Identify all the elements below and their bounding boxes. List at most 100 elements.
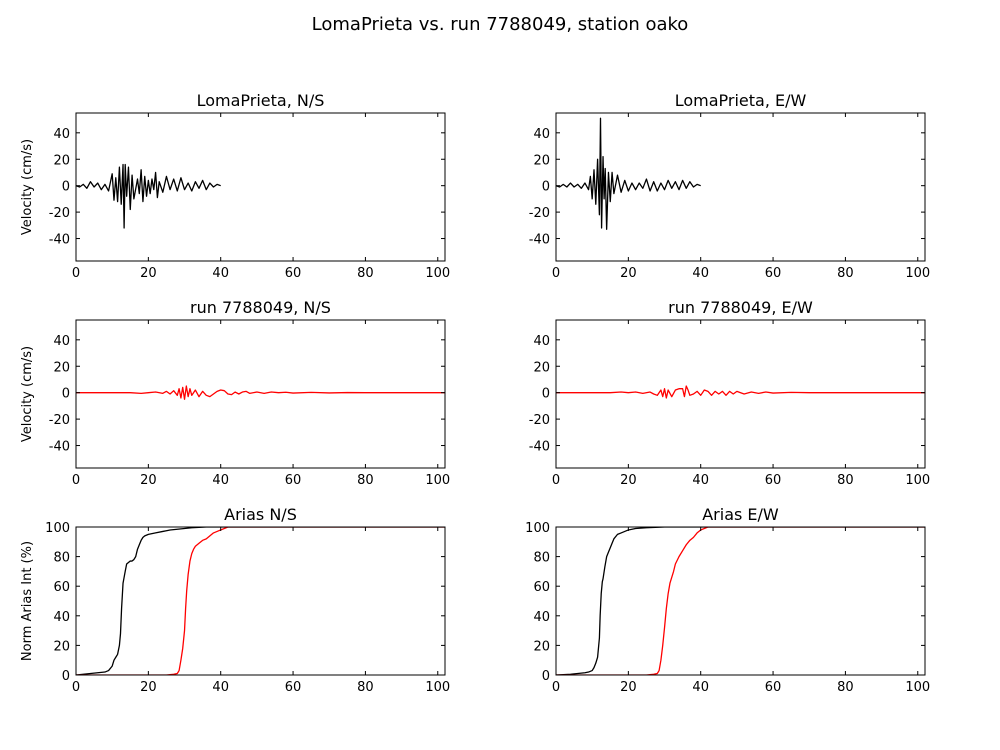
axes-frame (555, 319, 926, 469)
figure-title: LomaPrieta vs. run 7788049, station oako (312, 14, 689, 35)
y-tick-label: 0 (62, 387, 70, 402)
y-tick-label: 60 (53, 580, 70, 595)
y-tick-label: 20 (533, 360, 550, 375)
axes-frame (75, 526, 446, 676)
y-axis-label: Velocity (cm/s) (20, 139, 35, 235)
x-tick-label: 80 (357, 473, 374, 488)
x-tick-label: 20 (140, 266, 157, 281)
x-tick-label: 80 (357, 266, 374, 281)
y-tick-label: -40 (529, 440, 550, 455)
y-tick-label: 0 (542, 387, 550, 402)
y-tick-label: -20 (49, 413, 70, 428)
y-tick-label: 0 (542, 669, 550, 684)
series-line-arias-ns-1 (76, 527, 445, 675)
x-tick-label: 20 (140, 473, 157, 488)
x-tick-label: 0 (552, 680, 560, 695)
x-tick-label: 80 (837, 680, 854, 695)
x-tick-label: 100 (425, 680, 450, 695)
series-line-lp-ew-0 (556, 117, 701, 230)
x-tick-label: 40 (692, 680, 709, 695)
x-tick-label: 40 (212, 473, 229, 488)
y-tick-label: 40 (53, 334, 70, 349)
x-tick-label: 20 (620, 473, 637, 488)
x-tick-label: 80 (837, 473, 854, 488)
x-tick-label: 0 (552, 473, 560, 488)
series-line-lp-ns-0 (76, 163, 221, 229)
x-tick-label: 60 (285, 473, 302, 488)
subplot-title: LomaPrieta, N/S (197, 91, 325, 110)
y-tick-label: 60 (533, 580, 550, 595)
x-tick-label: 40 (692, 473, 709, 488)
subplot-run-ew: 0 20 40 60 80 100 -40 -20 0 20 40 run 7788049, E/W (529, 298, 930, 488)
y-tick-label: 40 (53, 127, 70, 142)
subplot-run-ns: 0 20 40 60 80 100 -40 -20 0 20 40 run 7788049, N/S V… (20, 298, 450, 488)
axes-frame (555, 112, 926, 262)
x-tick-label: 0 (72, 473, 80, 488)
x-tick-label: 100 (905, 680, 930, 695)
y-tick-label: -20 (49, 206, 70, 221)
x-tick-label: 100 (425, 266, 450, 281)
subplot-arias-ns: 0 20 40 60 80 100 0 20 40 60 80 100 Arias N/S Norm Ar… (20, 505, 450, 695)
y-tick-label: 40 (533, 127, 550, 142)
x-tick-label: 60 (285, 266, 302, 281)
x-tick-label: 40 (212, 680, 229, 695)
y-tick-label: 20 (53, 153, 70, 168)
x-tick-label: 0 (552, 266, 560, 281)
y-tick-label: -40 (529, 233, 550, 248)
y-tick-label: -20 (529, 413, 550, 428)
x-tick-label: 60 (765, 473, 782, 488)
x-tick-label: 20 (620, 266, 637, 281)
subplot-arias-ew: 0 20 40 60 80 100 0 20 40 60 80 100 Arias E/W (525, 505, 930, 695)
y-tick-label: 80 (533, 551, 550, 566)
axes-frame (75, 112, 446, 262)
y-tick-label: 100 (525, 521, 550, 536)
subplot-title: LomaPrieta, E/W (675, 91, 807, 110)
y-tick-label: 100 (45, 521, 70, 536)
x-tick-label: 40 (692, 266, 709, 281)
x-tick-label: 20 (140, 680, 157, 695)
subplot-grid: 0 20 40 60 80 100 -40 -20 0 20 40 LomaPrieta, N/S Ve… (20, 91, 930, 695)
y-tick-label: 80 (53, 551, 70, 566)
y-tick-label: 20 (533, 153, 550, 168)
y-tick-label: -40 (49, 233, 70, 248)
x-tick-label: 60 (765, 266, 782, 281)
subplot-lp-ns: 0 20 40 60 80 100 -40 -20 0 20 40 LomaPrieta, N/S Ve… (20, 91, 450, 281)
series-line-arias-ew-0 (556, 527, 925, 675)
subplot-lp-ew: 0 20 40 60 80 100 -40 -20 0 20 40 LomaPrieta, E/W (529, 91, 930, 281)
x-tick-label: 40 (212, 266, 229, 281)
subplot-title: run 7788049, N/S (190, 298, 331, 317)
x-tick-label: 0 (72, 680, 80, 695)
x-tick-label: 20 (620, 680, 637, 695)
y-tick-label: 40 (533, 610, 550, 625)
y-tick-label: -20 (529, 206, 550, 221)
y-axis-label: Norm Arias Int (%) (20, 541, 35, 661)
y-tick-label: 0 (62, 180, 70, 195)
x-tick-label: 80 (357, 680, 374, 695)
y-tick-label: 20 (533, 639, 550, 654)
series-line-run-ns-0 (76, 385, 445, 400)
series-line-run-ew-0 (556, 385, 925, 399)
subplot-title: run 7788049, E/W (668, 298, 813, 317)
x-tick-label: 100 (905, 473, 930, 488)
x-tick-label: 100 (425, 473, 450, 488)
y-tick-label: 0 (62, 669, 70, 684)
x-tick-label: 80 (837, 266, 854, 281)
y-tick-label: 40 (533, 334, 550, 349)
x-tick-label: 60 (285, 680, 302, 695)
series-line-arias-ew-1 (556, 527, 925, 675)
x-tick-label: 100 (905, 266, 930, 281)
subplot-title: Arias N/S (224, 505, 297, 524)
y-axis-label: Velocity (cm/s) (20, 346, 35, 442)
axes-frame (555, 526, 926, 676)
y-tick-label: 20 (53, 360, 70, 375)
axes-frame (75, 319, 446, 469)
y-tick-label: -40 (49, 440, 70, 455)
y-tick-label: 0 (542, 180, 550, 195)
x-tick-label: 0 (72, 266, 80, 281)
y-tick-label: 20 (53, 639, 70, 654)
y-tick-label: 40 (53, 610, 70, 625)
x-tick-label: 60 (765, 680, 782, 695)
subplot-title: Arias E/W (702, 505, 779, 524)
